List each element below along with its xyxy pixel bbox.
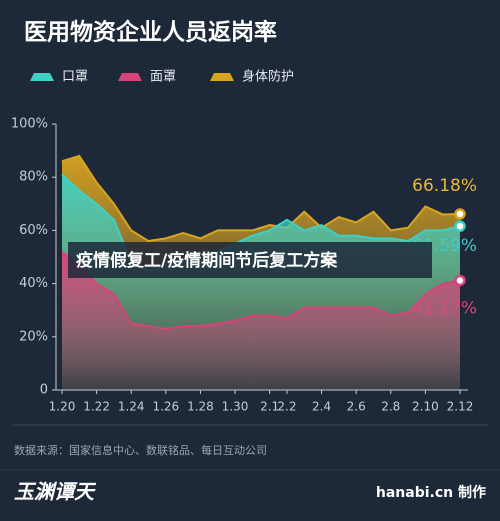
legend-label: 口罩	[62, 70, 88, 85]
x-tick-label: 1.22	[83, 400, 110, 414]
x-tick-label: 2.2	[277, 400, 296, 414]
banner	[68, 242, 432, 278]
x-tick-label: 1.30	[222, 400, 249, 414]
legend-swatch	[118, 73, 142, 81]
chart-title: 医用物资企业人员返岗率	[24, 19, 277, 46]
y-tick-label: 60%	[19, 223, 48, 238]
x-tick-label: 1.26	[152, 400, 179, 414]
x-tick-label: 2.8	[381, 400, 400, 414]
x-tick-label: 2.4	[312, 400, 331, 414]
logo: 玉渊谭天	[14, 480, 97, 504]
x-tick-label: 1.24	[118, 400, 145, 414]
source: 数据来源：国家信息中心、数联铭品、每日互动公司	[14, 443, 267, 457]
end-dot	[454, 208, 466, 220]
x-tick-label: 2.6	[347, 400, 366, 414]
plot: 口罩 面罩 身体防护 0 20% 40% 60% 80% 100% 1.20 1.22 1.24 1.2…	[11, 69, 477, 414]
y-tick-label: 0	[40, 383, 48, 398]
banner-text: 疫情假复工/疫情期间节后复工方案	[76, 250, 338, 271]
value-label: 41.17%	[412, 298, 477, 318]
y-tick-label: 40%	[19, 276, 48, 291]
y-tick-label: 20%	[19, 329, 48, 344]
legend-label: 面罩	[150, 70, 176, 85]
area-line	[61, 154, 461, 243]
value-label: 66.18%	[412, 176, 477, 196]
x-tick-label: 2.10	[412, 400, 439, 414]
x-tick-label: 2.12	[447, 400, 474, 414]
legend-swatch	[30, 73, 54, 81]
legend-label: 身体防护	[242, 69, 294, 85]
y-tick-label: 80%	[19, 170, 48, 185]
x-tick-label: 2.1	[260, 400, 279, 414]
area-line	[61, 250, 461, 330]
area	[62, 251, 460, 390]
end-dot	[454, 220, 466, 232]
x-tick-label: 1.28	[187, 400, 214, 414]
x-tick-label: 1.20	[49, 400, 76, 414]
credit: hanabi.cn 制作	[376, 484, 486, 501]
end-dot	[454, 274, 466, 287]
legend-swatch	[210, 73, 234, 81]
y-tick-label: 100%	[11, 117, 48, 132]
